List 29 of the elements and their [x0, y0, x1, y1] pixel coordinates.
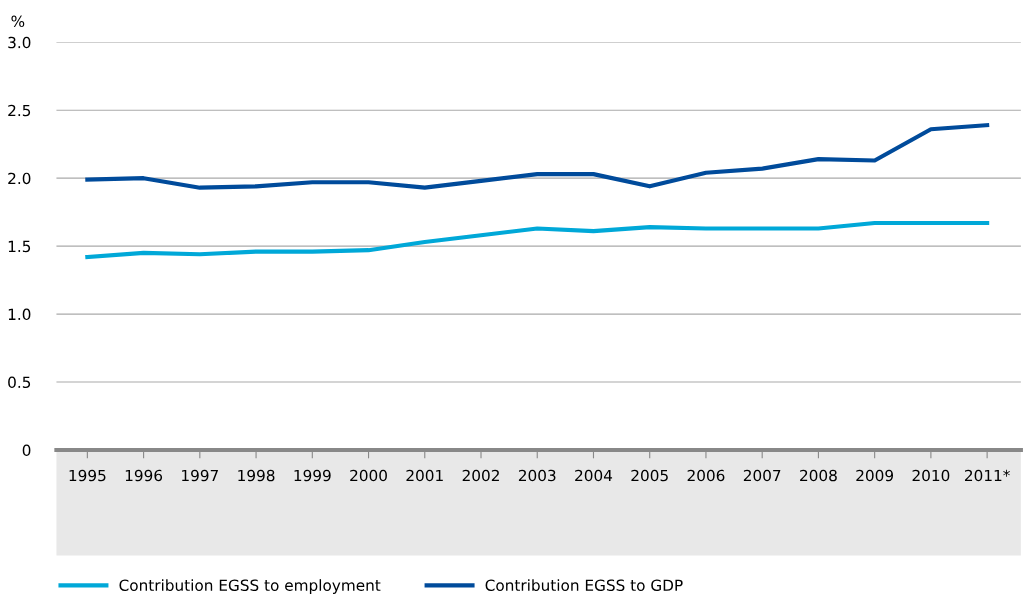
y-tick-label: 1.5: [8, 240, 31, 253]
x-tick-label: 1997: [182, 469, 218, 482]
x-tick-label: 2008: [800, 469, 837, 482]
y-tick-label: 3.0: [8, 36, 31, 49]
x-tick-label: 2000: [350, 469, 387, 482]
y-axis-title: %: [11, 15, 25, 28]
x-tick-label: 1996: [125, 469, 163, 482]
y-tick-label: 1.0: [8, 308, 31, 321]
x-tick-label: 1999: [294, 469, 331, 482]
x-tick-label: 2010: [912, 469, 950, 482]
y-tick-label: 0.5: [8, 376, 31, 389]
x-tick-label: 2011*: [964, 469, 1010, 482]
x-tick-label: 2004: [575, 469, 613, 482]
x-tick-label: 2009: [856, 469, 894, 482]
x-tick-label: 2006: [687, 469, 725, 482]
x-tick-label: 2002: [462, 469, 499, 482]
legend-label: Contribution EGSS to employment: [119, 579, 381, 594]
x-tick-label: 2005: [631, 469, 668, 482]
y-tick-label: 0: [22, 444, 31, 456]
x-tick-label: 1998: [238, 469, 275, 482]
y-tick-label: 2.0: [8, 172, 31, 185]
x-tick-label: 1995: [69, 469, 106, 482]
legend-label: Contribution EGSS to GDP: [485, 579, 683, 591]
line-series: [85, 123, 990, 190]
line-series: [85, 220, 990, 260]
y-tick-label: 2.5: [8, 104, 31, 117]
x-tick-label: 2001: [406, 469, 443, 482]
x-tick-label: 2003: [518, 469, 556, 482]
x-tick-label: 2007: [743, 469, 781, 482]
